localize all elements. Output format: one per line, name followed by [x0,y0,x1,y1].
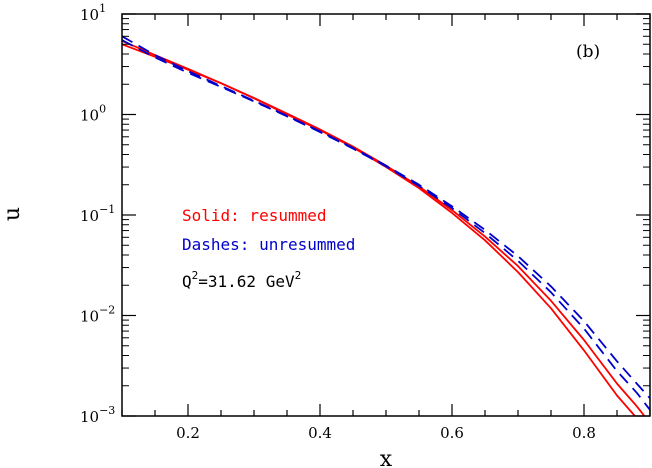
legend-dashes-text: Dashes: unresummed [182,235,355,254]
q2-symbol: Q [182,272,192,291]
x-tick-label: 0.8 [572,424,596,442]
resummed-curve-2 [122,43,646,416]
y-tick-label: 10−3 [80,404,115,426]
x-tick-label: 0.4 [308,424,332,442]
x-tick-label: 0.6 [440,424,464,442]
y-tick-label: 10−1 [80,203,115,225]
y-tick-label: 100 [80,103,106,125]
x-axis-title: x [380,447,393,468]
legend-solid-text: Solid: resummed [182,206,327,225]
y-tick-label: 101 [80,2,106,24]
y-axis-title: u [0,207,25,221]
q2-value: =31.62 GeV [198,272,295,291]
y-tick-label: 10−2 [80,304,115,326]
q2-exponent: 2 [192,269,199,282]
panel-label: (b) [576,42,600,62]
unresummed-curve-4 [122,39,650,411]
q2-annotation: Q2=31.62 GeV2 [182,269,301,291]
q2-unit-exponent: 2 [295,269,302,282]
x-tick-label: 0.2 [176,424,200,442]
